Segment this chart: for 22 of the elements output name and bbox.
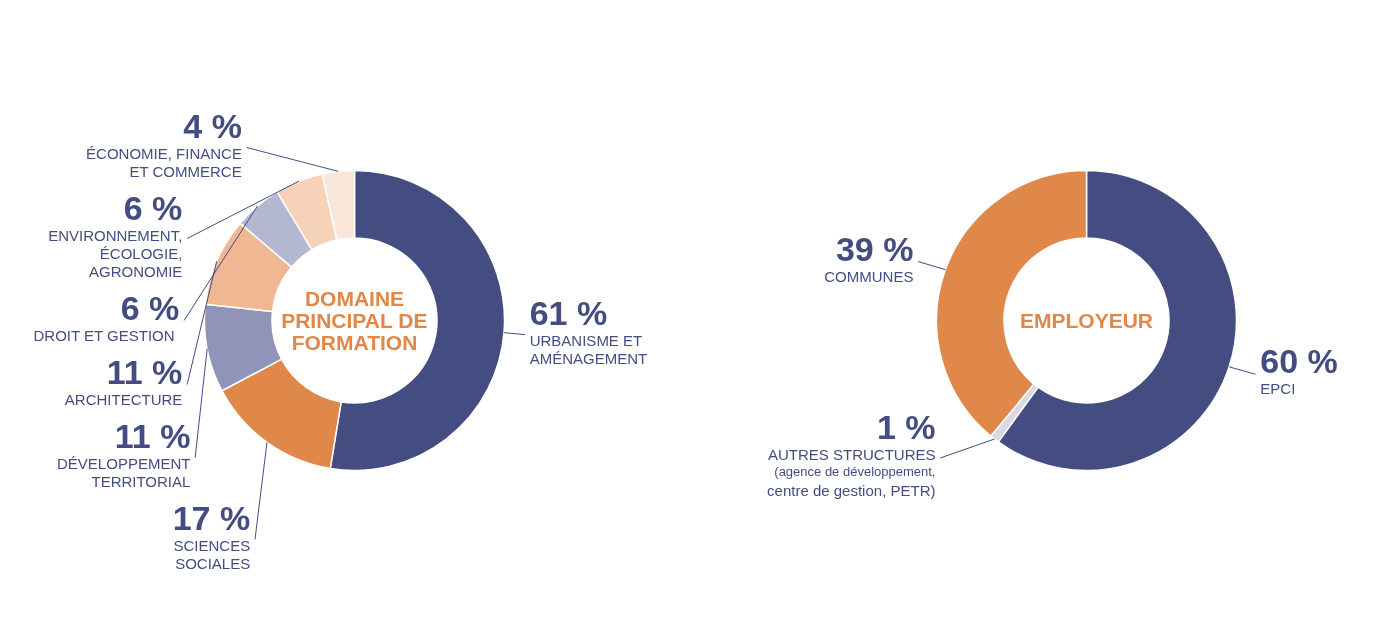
data-label: 17 % xyxy=(172,498,251,537)
slice-label: URBANISME ET AMÉNAGEMENT xyxy=(529,331,648,367)
data-label: 61 % xyxy=(529,293,608,332)
slice-label: AUTRES STRUCTURES (agence de développement, centre de gestion, PETR) xyxy=(767,445,936,499)
slice-label: ÉCONOMIE, FINANCE ET COMMERCE xyxy=(86,144,242,180)
slice-label: EPCI xyxy=(1260,380,1296,398)
slice-label: ARCHITECTURE xyxy=(64,390,183,408)
text: EMPLOYEUR xyxy=(1019,309,1154,332)
data-label: 1 % xyxy=(876,407,936,446)
data-label: 39 % xyxy=(835,229,914,268)
data-label: 11 % xyxy=(106,352,183,391)
slice-label: SCIENCES SOCIALES xyxy=(173,536,251,572)
slice-label: DROIT ET GESTION xyxy=(33,326,175,344)
data-label: 4 % xyxy=(183,106,242,145)
slice-label: COMMUNES xyxy=(824,267,914,285)
slice-label: ENVIRONNEMENT, ÉCOLOGIE, AGRONOMIE xyxy=(48,226,183,280)
data-label: 60 % xyxy=(1260,342,1338,381)
slice-label: DÉVELOPPEMENT TERRITORIAL xyxy=(57,454,191,490)
data-label: 11 % xyxy=(114,416,191,455)
data-label: 6 % xyxy=(120,288,180,327)
data-label: 6 % xyxy=(123,188,183,227)
text: DOMAINE PRINCIPAL DE FORMATION xyxy=(281,287,428,354)
